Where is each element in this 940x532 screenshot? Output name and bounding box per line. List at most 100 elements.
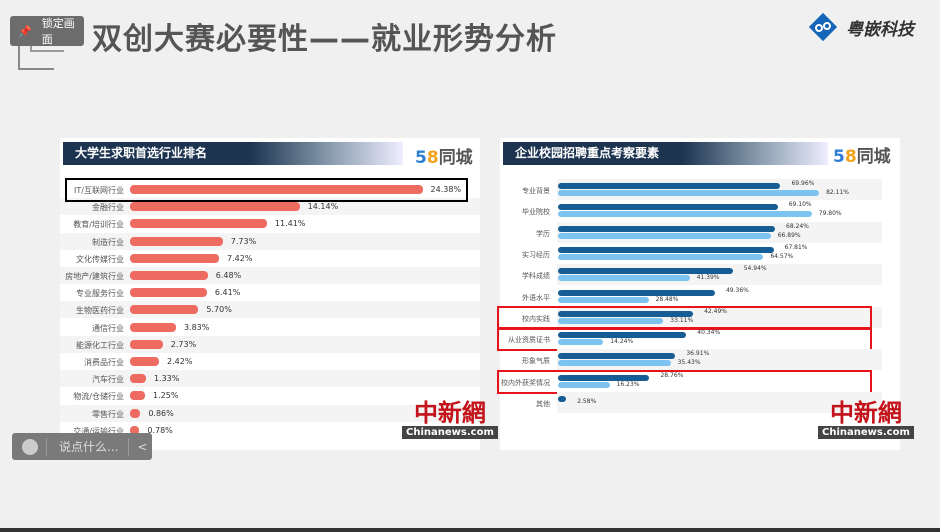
comment-bar[interactable]: 说点什么... < — [12, 433, 152, 460]
bar — [558, 353, 676, 360]
table-row: 54.94% 41.39% — [557, 264, 882, 286]
value-label: 41.39% — [696, 274, 720, 282]
value-label: 49.36% — [725, 286, 749, 294]
value-label: 14.14% — [307, 202, 339, 212]
chart-title: 大学生求职首选行业排名 — [63, 142, 403, 165]
emoji-icon[interactable] — [22, 438, 38, 455]
value-label: 11.41% — [274, 219, 306, 229]
bar — [130, 408, 141, 418]
value-label: 28.76% — [660, 371, 684, 379]
category-label: 物流/仓储行业 — [73, 392, 124, 402]
value-label: 54.94% — [743, 265, 767, 273]
bar — [558, 332, 687, 339]
table-row: 42.49% 33.11% — [557, 306, 882, 328]
source-logo: 58同城 — [415, 148, 473, 168]
category-label: 其他 — [536, 400, 550, 408]
value-label: 1.25% — [153, 391, 179, 401]
bar — [130, 219, 267, 229]
value-label: 2.42% — [167, 357, 193, 366]
category-label: 消费品行业 — [84, 358, 124, 367]
bar — [130, 202, 300, 212]
table-row: 36.91% 35.43% — [557, 349, 882, 371]
bar — [130, 322, 176, 332]
value-label: 68.24% — [786, 222, 809, 230]
category-label: 专业服务行业 — [76, 289, 124, 299]
value-label: 79.80% — [818, 210, 842, 218]
pin-icon: 📌 — [18, 24, 32, 38]
table-row: 金融行业 14.14% — [60, 198, 480, 216]
bar — [558, 232, 771, 239]
chart-title: 企业校园招聘重点考察要素 — [503, 142, 828, 165]
watermark: 中新網 Chinanews.com — [402, 400, 498, 439]
table-row: 文化传媒行业 7.42% — [60, 250, 480, 267]
value-label: 66.89% — [777, 231, 801, 239]
value-label: 1.33% — [153, 374, 180, 384]
table-row: 教育/培训行业 11.41% — [60, 215, 480, 232]
table-row: 40.34% 14.24% — [557, 328, 882, 349]
bar — [130, 357, 160, 366]
table-row: 生物医药行业 5.70% — [60, 301, 480, 319]
category-label: 校内外获奖情况 — [501, 378, 550, 387]
table-row: 消费品行业 2.42% — [60, 353, 480, 370]
bar — [558, 183, 781, 189]
category-label: 学历 — [536, 229, 550, 238]
table-row: 28.76% 16.23% — [557, 371, 882, 392]
table-row: 交通/运输行业 0.78% — [60, 422, 480, 439]
table-row: 69.96% 82.11% — [557, 179, 882, 200]
category-label: 房地产/建筑行业 — [65, 272, 124, 281]
bar — [558, 396, 567, 402]
bar — [558, 374, 650, 381]
bar — [130, 236, 223, 246]
value-label: 33.11% — [670, 316, 694, 324]
value-label: 69.10% — [788, 201, 812, 209]
bar — [130, 305, 199, 315]
category-label: 专业背景 — [522, 187, 550, 195]
bar — [130, 253, 220, 263]
value-label: 0.78% — [147, 425, 173, 435]
brand-logo-icon — [808, 12, 838, 42]
category-label: 汽车行业 — [92, 375, 124, 385]
value-label: 67.81% — [784, 243, 808, 251]
table-row: 零售行业 0.86% — [60, 404, 480, 422]
bar — [130, 271, 208, 280]
bar — [558, 317, 664, 324]
comment-input[interactable]: 说点什么... — [59, 440, 119, 454]
category-label: 交通/运输行业 — [73, 426, 124, 436]
bottom-bar — [0, 528, 940, 532]
bar — [558, 339, 604, 346]
table-row: 汽车行业 1.33% — [60, 370, 480, 388]
value-label: 64.57% — [770, 252, 794, 260]
table-row: 69.10% 79.80% — [557, 200, 882, 221]
category-label: 校内实践 — [522, 314, 550, 323]
bar — [558, 268, 733, 275]
value-label: 28.48% — [655, 295, 679, 303]
table-row: 能源化工行业 2.73% — [60, 335, 480, 353]
table-row: 49.36% 28.48% — [557, 286, 882, 307]
collapse-button[interactable]: < — [137, 439, 148, 454]
value-label: 14.24% — [610, 338, 634, 346]
category-label: 毕业院校 — [522, 208, 550, 217]
bar — [558, 275, 690, 282]
category-label: 金融行业 — [92, 203, 124, 213]
value-label: 24.38% — [430, 185, 462, 194]
bar — [558, 253, 764, 260]
bar — [130, 339, 163, 349]
frame-decoration — [18, 28, 54, 70]
lock-screen-button[interactable]: 📌 锁定画面 — [10, 16, 84, 46]
bar — [130, 185, 423, 194]
value-label: 5.70% — [206, 305, 232, 315]
category-label: 文化传媒行业 — [76, 254, 124, 264]
bar — [558, 381, 610, 388]
bar — [130, 425, 140, 435]
bar — [558, 360, 671, 367]
source-logo: 58同城 — [833, 147, 891, 167]
table-row: 制造行业 7.73% — [60, 232, 480, 250]
value-label: 82.11% — [826, 189, 849, 196]
table-row: 物流/仓储行业 1.25% — [60, 387, 480, 404]
category-label: 从业资质证书 — [508, 336, 550, 345]
category-label: 实习经历 — [522, 250, 550, 259]
value-label: 42.49% — [704, 307, 727, 315]
category-label: 形象气质 — [522, 357, 550, 366]
category-label: 能源化工行业 — [76, 340, 124, 350]
value-label: 16.23% — [616, 380, 640, 388]
